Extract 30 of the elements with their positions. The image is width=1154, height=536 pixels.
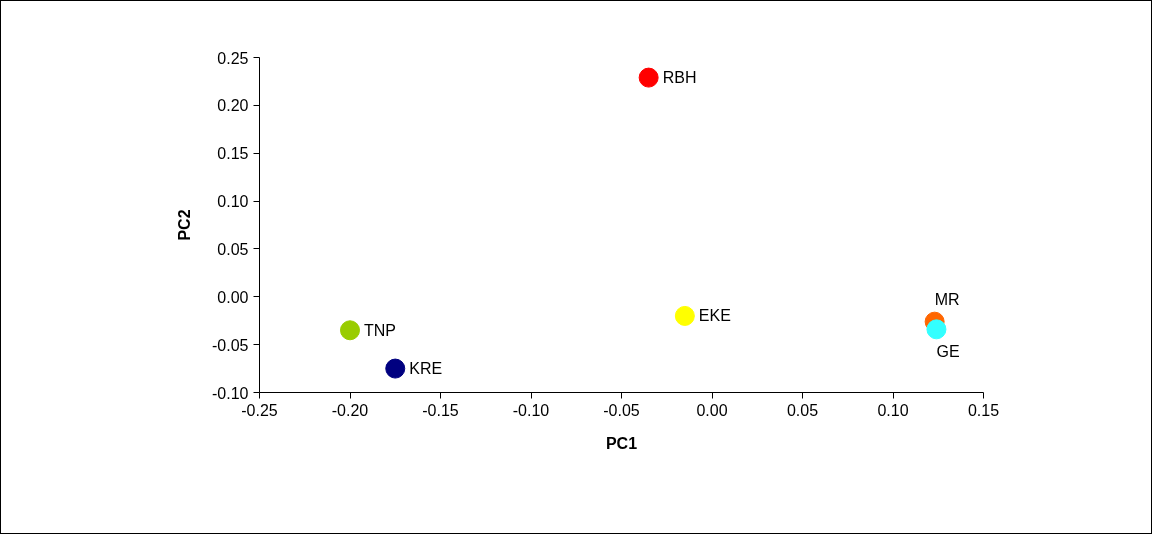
series-label: TNP xyxy=(364,321,396,339)
x-tick-label: 0.15 xyxy=(967,401,1000,419)
y-tick-label: 0.25 xyxy=(217,49,249,67)
point xyxy=(638,67,659,88)
x-tick-label: -0.25 xyxy=(241,401,278,419)
x-tick-label: -0.15 xyxy=(422,401,459,419)
y-tick-label: 0.05 xyxy=(217,240,249,258)
y-tick-label: -0.10 xyxy=(212,384,249,402)
series-label: KRE xyxy=(409,360,443,378)
series-label: RBH xyxy=(662,69,697,87)
x-tick-label: 0.00 xyxy=(696,401,728,419)
x-tick-label: 0.05 xyxy=(786,401,819,419)
y-axis-title: PC2 xyxy=(176,209,194,241)
x-axis-title: PC1 xyxy=(605,434,638,452)
series-label: GE xyxy=(936,343,960,361)
y-tick-label: 0.20 xyxy=(217,97,249,115)
point xyxy=(674,305,695,326)
y-tick-label: -0.05 xyxy=(212,336,249,354)
point xyxy=(385,358,406,379)
series-label: EKE xyxy=(698,307,731,325)
point xyxy=(340,320,360,341)
x-tick-label: -0.10 xyxy=(512,401,550,419)
series-label: MR xyxy=(934,290,960,308)
x-tick-label: -0.05 xyxy=(603,401,640,419)
y-tick-label: 0.15 xyxy=(217,145,249,163)
y-tick-label: 0.10 xyxy=(217,193,249,211)
point xyxy=(926,319,947,340)
x-tick-label: 0.10 xyxy=(877,401,909,419)
x-tick-label: -0.20 xyxy=(331,401,369,419)
y-tick-label: 0.00 xyxy=(217,288,249,306)
